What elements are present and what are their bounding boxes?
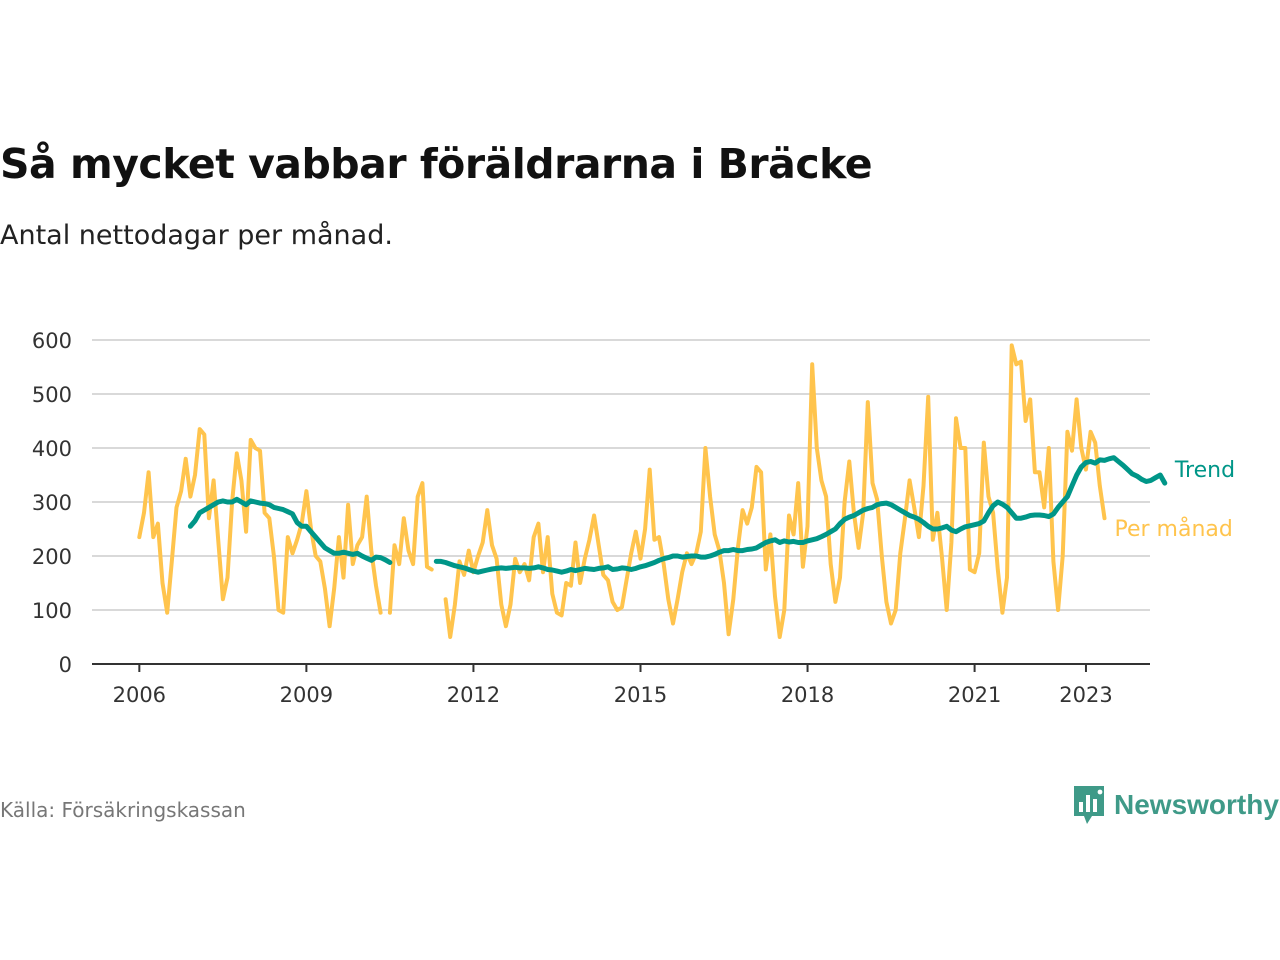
brand-name: Newsworthy (1114, 789, 1279, 820)
y-tick-label: 400 (32, 437, 72, 461)
series-line-trend (187, 455, 1168, 575)
x-tick-label: 2015 (614, 683, 667, 707)
series-lines (137, 343, 1168, 639)
source-note: Källa: Försäkringskassan (0, 798, 246, 822)
newsworthy-logo-icon (1074, 786, 1104, 824)
x-tick-label: 2006 (113, 683, 166, 707)
x-tick-label: 2023 (1059, 683, 1112, 707)
y-tick-label: 100 (32, 599, 72, 623)
line-label-trend: Trend (1174, 458, 1235, 483)
y-tick-label: 0 (59, 653, 72, 677)
x-tick-label: 2012 (447, 683, 500, 707)
y-tick-label: 500 (32, 383, 72, 407)
brand-logo: Newsworthy (1072, 784, 1279, 826)
x-tick-label: 2021 (948, 683, 1001, 707)
x-tick-label: 2009 (280, 683, 333, 707)
series-line-per-manad (137, 343, 1107, 639)
line-labels: Per månad Trend (1114, 458, 1235, 542)
x-axis-ticks: 2006 2009 2012 2015 2018 2021 2023 (113, 664, 1113, 707)
y-axis-ticks: 0 100 200 300 400 500 600 (32, 329, 72, 677)
x-tick-label: 2018 (781, 683, 834, 707)
y-tick-label: 600 (32, 329, 72, 353)
line-label-per-manad: Per månad (1114, 516, 1232, 542)
y-tick-label: 300 (32, 491, 72, 515)
chart-title: Så mycket vabbar föräldrarna i Bräcke (0, 140, 873, 188)
y-tick-label: 200 (32, 545, 72, 569)
chart-subtitle: Antal nettodagar per månad. (0, 220, 393, 251)
